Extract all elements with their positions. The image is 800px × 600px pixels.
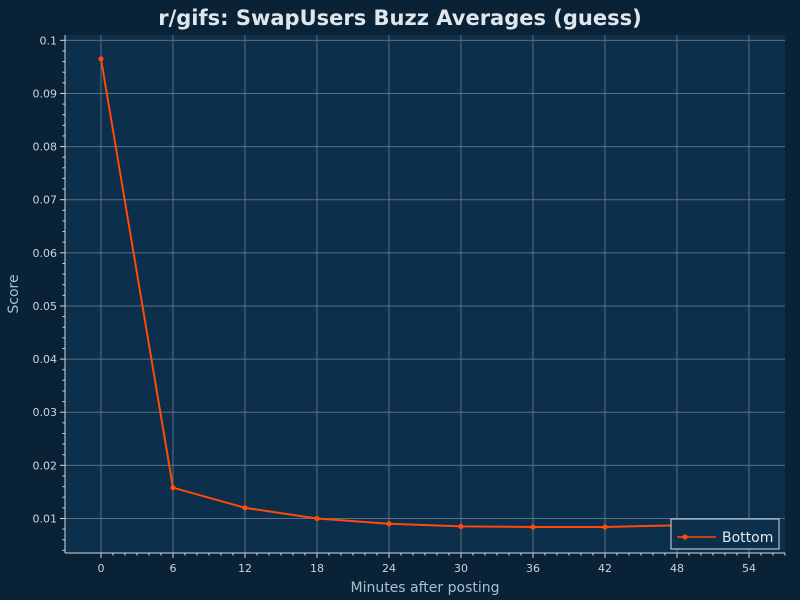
axes: 0 6 12 18 24 30 36 42 48 54 0.01 0.02 0.03 0.04 0.05 0.… xyxy=(33,34,786,575)
legend: Bottom xyxy=(670,518,780,550)
data-point xyxy=(530,524,536,530)
y-tick-label: 0.06 xyxy=(33,247,58,260)
data-point xyxy=(602,524,608,530)
legend-marker xyxy=(682,534,688,540)
x-tick-label: 48 xyxy=(670,562,684,575)
data-point xyxy=(170,485,176,491)
y-tick-label: 0.05 xyxy=(33,300,58,313)
data-point xyxy=(314,515,320,522)
y-tick-label: 0.08 xyxy=(33,141,58,154)
x-tick-label: 30 xyxy=(454,562,468,575)
data-point xyxy=(242,505,248,511)
y-tick-label: 0.09 xyxy=(33,87,58,100)
y-tick-label: 0.02 xyxy=(33,459,58,472)
plot-area xyxy=(65,35,785,553)
x-tick-label: 0 xyxy=(98,562,105,575)
x-tick-label: 18 xyxy=(310,562,324,575)
legend-box xyxy=(670,518,780,550)
data-point xyxy=(458,523,464,530)
x-tick-label: 42 xyxy=(598,562,612,575)
y-tick-label: 0.1 xyxy=(40,34,58,47)
x-tick-label: 24 xyxy=(382,562,396,575)
data-point xyxy=(386,521,392,527)
y-axis-title: Score xyxy=(6,274,22,313)
grid-lines xyxy=(65,35,785,553)
y-tick-label: 0.01 xyxy=(33,512,58,525)
legend-label: Bottom xyxy=(722,530,773,546)
x-tick-label: 36 xyxy=(526,562,540,575)
x-axis-title: Minutes after posting xyxy=(350,580,499,596)
series-line-bottom xyxy=(100,58,750,528)
y-tick-label: 0.03 xyxy=(33,406,58,419)
x-tick-label: 6 xyxy=(170,562,177,575)
y-tick-label: 0.07 xyxy=(33,194,58,207)
data-point xyxy=(98,56,104,62)
y-tick-label: 0.04 xyxy=(33,353,58,366)
chart-title: r/gifs: SwapUsers Buzz Averages (guess) xyxy=(158,6,642,30)
x-tick-label: 54 xyxy=(742,562,756,575)
x-tick-label: 12 xyxy=(238,562,252,575)
